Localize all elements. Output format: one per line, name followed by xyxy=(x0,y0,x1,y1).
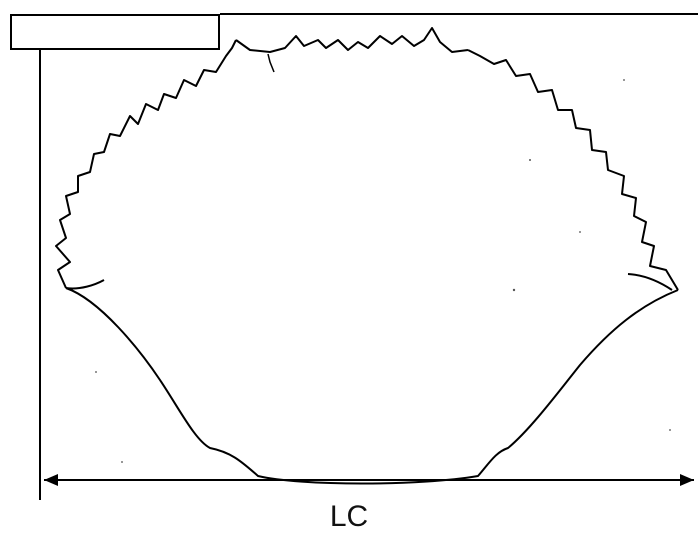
speck xyxy=(623,79,625,81)
lc-arrowhead-left xyxy=(44,474,58,486)
front-left-mark xyxy=(267,53,275,73)
carapace-lower-outline xyxy=(65,287,679,485)
lc-arrowhead-right xyxy=(680,474,694,486)
carapace-right-serrated-margin xyxy=(467,49,679,291)
label-box xyxy=(10,14,220,50)
carapace-front-serrated-margin xyxy=(235,27,469,53)
speck xyxy=(529,159,531,161)
speck xyxy=(579,231,581,233)
right-lateral-mark xyxy=(627,273,673,291)
carapace-left-serrated-margin xyxy=(55,39,237,289)
speck xyxy=(512,288,516,292)
lc-dimension-label: LC xyxy=(329,500,369,533)
left-lateral-mark xyxy=(65,279,105,290)
speck xyxy=(669,429,671,431)
speck xyxy=(95,371,97,373)
speck xyxy=(121,461,123,463)
